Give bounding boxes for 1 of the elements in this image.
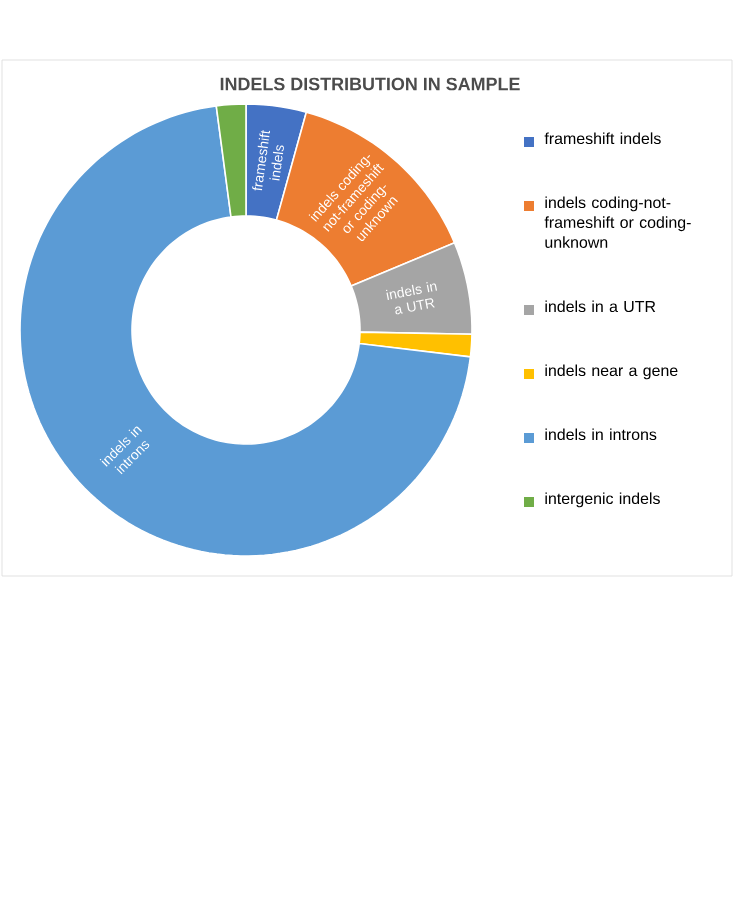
chart-title: INDELS DISTRIBUTION IN SAMPLE (220, 77, 520, 91)
